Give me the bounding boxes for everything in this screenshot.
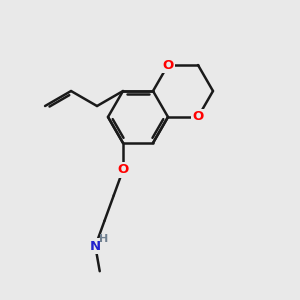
Text: O: O (192, 110, 204, 124)
Text: O: O (117, 164, 129, 176)
Text: N: N (90, 240, 101, 253)
Text: O: O (162, 58, 174, 71)
Text: H: H (99, 235, 108, 244)
